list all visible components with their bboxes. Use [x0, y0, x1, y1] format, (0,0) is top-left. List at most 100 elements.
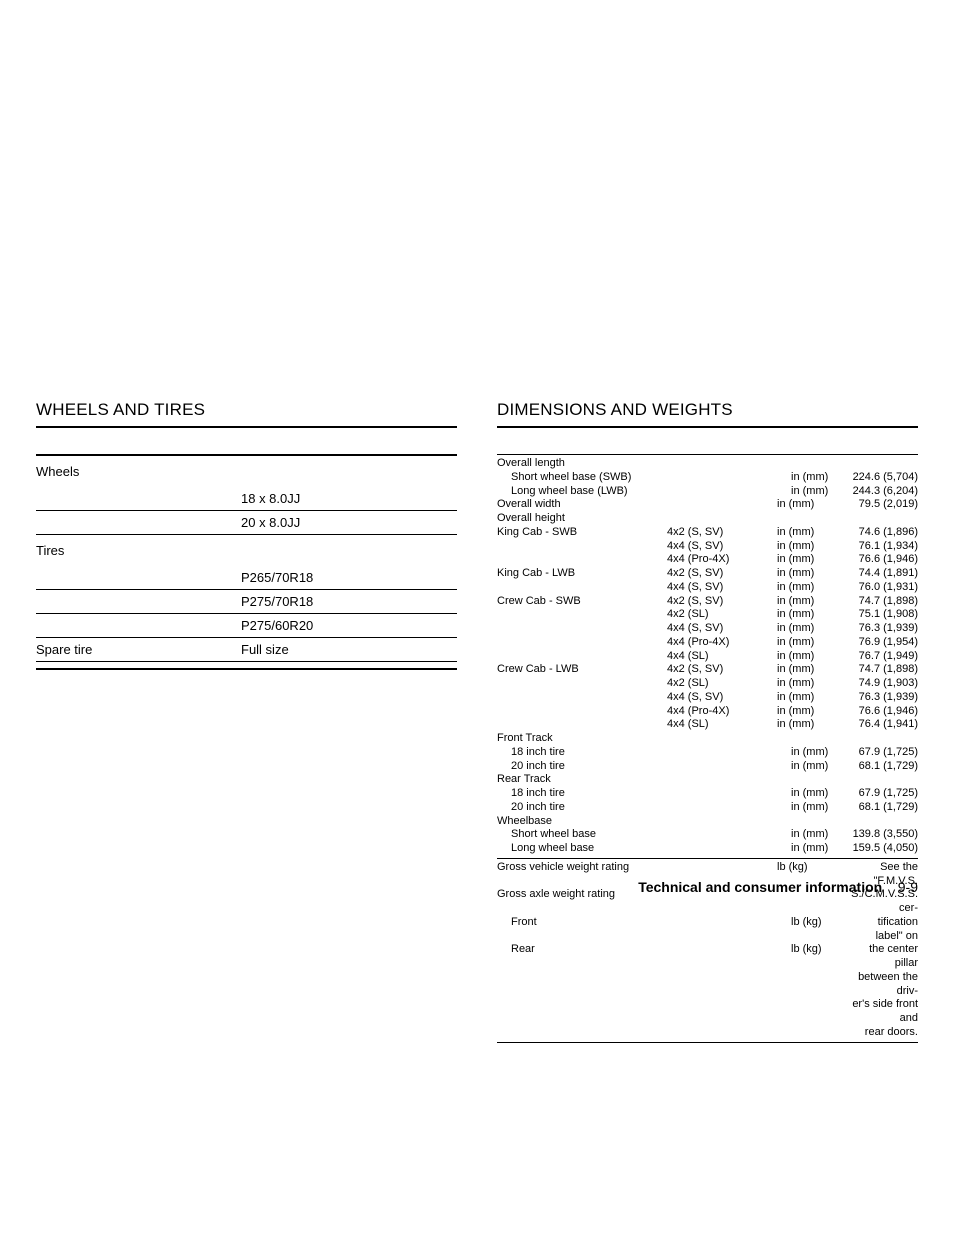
dim-value: tification label" on — [851, 916, 918, 944]
dim-label: Long wheel base (LWB) — [497, 485, 681, 499]
dim-label — [497, 998, 667, 1026]
dim-label: Wheelbase — [497, 815, 667, 829]
rule — [497, 1042, 918, 1043]
dim-value: 74.7 (1,898) — [837, 595, 918, 609]
dim-label: Crew Cab - LWB — [497, 663, 667, 677]
dim-value: 76.3 (1,939) — [837, 691, 918, 705]
tire-size: P275/60R20 — [241, 618, 457, 633]
dim-unit: in (mm) — [791, 471, 851, 485]
dim-value: 76.6 (1,946) — [837, 553, 918, 567]
dim-value: 76.6 (1,946) — [837, 705, 918, 719]
table-row: 20 x 8.0JJ — [36, 511, 457, 534]
table-row: Overall length — [497, 457, 918, 471]
dim-value — [837, 732, 918, 746]
dim-label: 18 inch tire — [497, 787, 681, 801]
dim-variant — [681, 485, 791, 499]
dim-label — [497, 608, 667, 622]
dim-label: King Cab - LWB — [497, 567, 667, 581]
dim-value: 74.7 (1,898) — [837, 663, 918, 677]
dim-value: 224.6 (5,704) — [851, 471, 918, 485]
dim-value: 74.4 (1,891) — [837, 567, 918, 581]
tires-label: Tires — [36, 543, 241, 558]
table-row: 20 inch tirein (mm)68.1 (1,729) — [497, 801, 918, 815]
dim-value: 74.9 (1,903) — [837, 677, 918, 691]
table-row: King Cab - LWB4x2 (S, SV)in (mm)74.4 (1,… — [497, 567, 918, 581]
wheels-label: Wheels — [36, 464, 241, 479]
dim-unit: in (mm) — [777, 622, 837, 636]
dim-label: 20 inch tire — [497, 801, 681, 815]
dim-variant — [667, 457, 777, 471]
dim-unit — [777, 773, 837, 787]
dim-variant: 4x2 (S, SV) — [667, 567, 777, 581]
table-row: 4x4 (SL)in (mm)76.7 (1,949) — [497, 650, 918, 664]
dim-value: 76.3 (1,939) — [837, 622, 918, 636]
dim-value: 139.8 (3,550) — [851, 828, 918, 842]
dim-label: Front Track — [497, 732, 667, 746]
table-row: P275/70R18 — [36, 590, 457, 613]
dim-variant — [667, 815, 777, 829]
dim-variant: 4x4 (S, SV) — [667, 691, 777, 705]
dim-unit — [777, 998, 837, 1026]
dim-unit: in (mm) — [777, 595, 837, 609]
dim-value — [837, 773, 918, 787]
dim-unit: in (mm) — [777, 650, 837, 664]
dim-unit: in (mm) — [777, 526, 837, 540]
table-row: Wheelbase — [497, 815, 918, 829]
dim-label — [497, 553, 667, 567]
columns: WHEELS AND TIRES Wheels 18 x 8.0JJ 20 x … — [36, 400, 918, 1045]
dim-value: 76.7 (1,949) — [837, 650, 918, 664]
table-row: P265/70R18 — [36, 566, 457, 589]
dim-unit: in (mm) — [791, 485, 851, 499]
wheel-size: 20 x 8.0JJ — [241, 515, 457, 530]
dim-label — [497, 581, 667, 595]
table-row: 20 inch tirein (mm)68.1 (1,729) — [497, 760, 918, 774]
dim-unit: in (mm) — [777, 581, 837, 595]
wheels-tires-heading: WHEELS AND TIRES — [36, 400, 457, 428]
dim-value: the center pillar — [851, 943, 918, 971]
dimensions-table: Overall lengthShort wheel base (SWB)in (… — [497, 454, 918, 1043]
dim-unit — [777, 457, 837, 471]
table-row: 4x4 (Pro-4X)in (mm)76.6 (1,946) — [497, 553, 918, 567]
table-row: 4x4 (S, SV)in (mm)76.0 (1,931) — [497, 581, 918, 595]
wheel-size: 18 x 8.0JJ — [241, 491, 457, 506]
dim-value: 67.9 (1,725) — [851, 746, 918, 760]
dim-variant: 4x2 (S, SV) — [667, 595, 777, 609]
dim-variant — [681, 471, 791, 485]
dim-label — [497, 1026, 667, 1040]
dim-value: 159.5 (4,050) — [851, 842, 918, 856]
table-row: P275/60R20 — [36, 614, 457, 637]
dim-variant — [667, 512, 777, 526]
table-row: 4x4 (S, SV)in (mm)76.3 (1,939) — [497, 691, 918, 705]
dim-value — [837, 512, 918, 526]
dim-label: Long wheel base — [497, 842, 681, 856]
dim-variant: 4x4 (SL) — [667, 718, 777, 732]
dim-label: 18 inch tire — [497, 746, 681, 760]
table-row: Front Track — [497, 732, 918, 746]
dimensions-heading: DIMENSIONS AND WEIGHTS — [497, 400, 918, 428]
dim-value: 244.3 (6,204) — [851, 485, 918, 499]
dim-label — [497, 540, 667, 554]
spare-value: Full size — [241, 642, 457, 657]
dim-variant: 4x2 (SL) — [667, 677, 777, 691]
dim-variant — [667, 732, 777, 746]
dim-variant: 4x2 (S, SV) — [667, 663, 777, 677]
dim-unit: lb (kg) — [791, 916, 851, 944]
table-row: er's side front and — [497, 998, 918, 1026]
footer-page: 9-9 — [898, 879, 918, 895]
dim-value: 76.1 (1,934) — [837, 540, 918, 554]
table-row: 4x2 (SL)in (mm)75.1 (1,908) — [497, 608, 918, 622]
dimensions-body: Overall lengthShort wheel base (SWB)in (… — [497, 457, 918, 856]
dim-variant — [667, 971, 777, 999]
dim-unit — [777, 732, 837, 746]
dim-label — [497, 718, 667, 732]
spare-label: Spare tire — [36, 642, 241, 657]
footer-spacer — [886, 879, 894, 895]
rule — [36, 668, 457, 670]
dim-label: Crew Cab - SWB — [497, 595, 667, 609]
right-column: DIMENSIONS AND WEIGHTS Overall lengthSho… — [497, 400, 918, 1045]
dim-unit: in (mm) — [777, 705, 837, 719]
dim-label — [497, 705, 667, 719]
table-row: rear doors. — [497, 1026, 918, 1040]
dim-value: 76.9 (1,954) — [837, 636, 918, 650]
table-row: between the driv- — [497, 971, 918, 999]
